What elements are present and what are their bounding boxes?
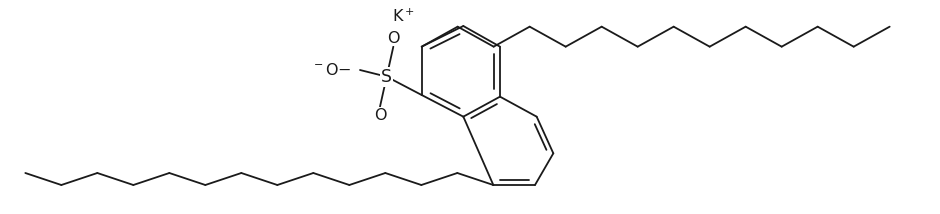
Text: K$^+$: K$^+$ (392, 8, 415, 25)
Text: S: S (381, 68, 392, 86)
Text: O: O (374, 108, 386, 123)
Text: O: O (387, 31, 400, 46)
Text: $^-$O$-$: $^-$O$-$ (311, 62, 352, 78)
